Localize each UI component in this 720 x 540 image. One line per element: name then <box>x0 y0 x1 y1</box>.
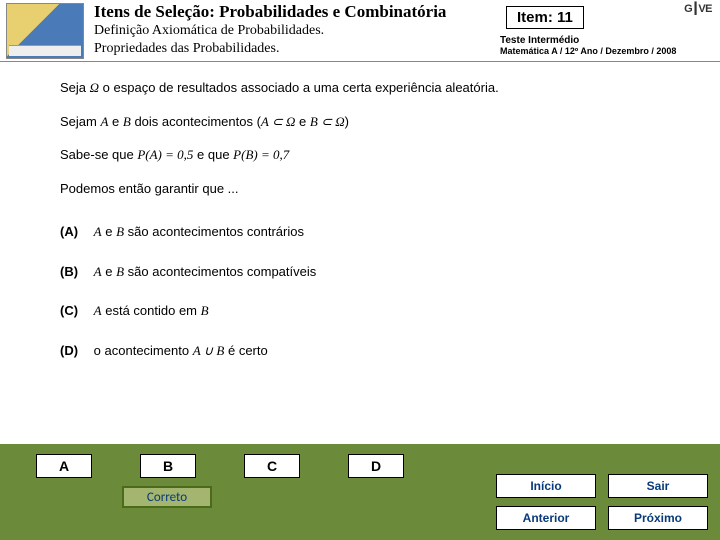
subtitle-1: Definição Axiomática de Probabilidades. <box>94 22 496 40</box>
nav-buttons: Início Sair Anterior Próximo <box>496 474 708 530</box>
header-right: Item: 11 G┃VE Teste Intermédio Matemátic… <box>500 0 720 56</box>
gave-logo: G┃VE <box>684 2 712 15</box>
question-line-1: Seja Ω o espaço de resultados associado … <box>60 78 660 98</box>
subtitle-2: Propriedades das Probabilidades. <box>94 40 496 58</box>
option-d: (D) o acontecimento A ∪ B é certo <box>60 341 660 361</box>
footer: A B C D Correto Início Sair Anterior Pró… <box>0 444 720 540</box>
correct-feedback: Correto <box>122 486 212 508</box>
sair-button[interactable]: Sair <box>608 474 708 498</box>
question-content: Seja Ω o espaço de resultados associado … <box>0 62 720 444</box>
test-details: Matemática A / 12º Ano / Dezembro / 2008 <box>500 46 720 56</box>
question-line-3: Sabe-se que P(A) = 0,5 e que P(B) = 0,7 <box>60 145 660 165</box>
header: Itens de Seleção: Probabilidades e Combi… <box>0 0 720 62</box>
answer-buttons: A B C D <box>0 444 720 478</box>
option-a: (A) A e B são acontecimentos contrários <box>60 222 660 242</box>
answer-d-button[interactable]: D <box>348 454 404 478</box>
question-line-2: Sejam A e B dois acontecimentos (A ⊂ Ω e… <box>60 112 660 132</box>
test-type: Teste Intermédio <box>500 35 720 46</box>
proximo-button[interactable]: Próximo <box>608 506 708 530</box>
answer-c-button[interactable]: C <box>244 454 300 478</box>
option-c: (C) A está contido em B <box>60 301 660 321</box>
answer-b-button[interactable]: B <box>140 454 196 478</box>
option-b: (B) A e B são acontecimentos compatíveis <box>60 262 660 282</box>
school-logo <box>6 3 84 59</box>
answer-a-button[interactable]: A <box>36 454 92 478</box>
anterior-button[interactable]: Anterior <box>496 506 596 530</box>
item-number-box: Item: 11 <box>506 6 584 29</box>
inicio-button[interactable]: Início <box>496 474 596 498</box>
question-line-4: Podemos então garantir que ... <box>60 179 660 199</box>
header-text: Itens de Seleção: Probabilidades e Combi… <box>90 0 500 60</box>
page-title: Itens de Seleção: Probabilidades e Combi… <box>94 2 496 22</box>
